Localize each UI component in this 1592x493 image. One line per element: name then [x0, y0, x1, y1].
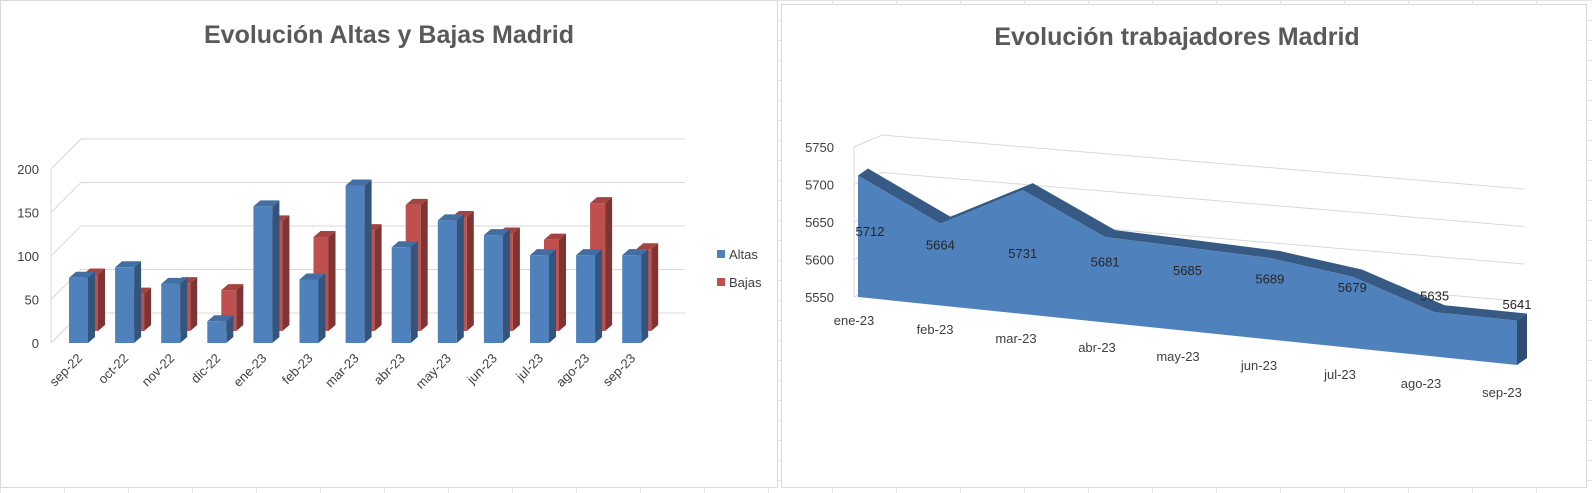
bar-altas — [437, 214, 464, 343]
x-tick-label: ago-23 — [553, 351, 592, 390]
bars — [69, 179, 659, 343]
y-tick-label: 150 — [17, 206, 39, 221]
x-tick-label: may-23 — [413, 351, 454, 392]
bar-altas — [69, 271, 95, 343]
trabajadores-chart-panel[interactable]: Evolución trabajadores Madrid 5550 5600 56… — [781, 4, 1587, 488]
altas-bajas-chart: Evolución Altas y Bajas Madrid 0 50 100 150… — [17, 21, 762, 392]
bar-altas — [622, 249, 649, 343]
x-tick-label: sep-22 — [46, 351, 85, 390]
legend-label-bajas: Bajas — [729, 275, 762, 290]
x-tick-label: may-23 — [1156, 349, 1199, 364]
data-label: 5689 — [1255, 272, 1284, 287]
bar-altas — [253, 200, 280, 343]
data-label: 5712 — [856, 224, 885, 239]
y-tick-label: 5700 — [805, 178, 834, 193]
data-label: 5664 — [926, 238, 955, 253]
gridline — [50, 182, 685, 213]
x-tick-label: mar-23 — [322, 351, 362, 391]
data-labels: 5712 5664 5731 5681 5685 5689 5679 5635 5641 — [856, 224, 1532, 312]
bar-altas — [115, 261, 142, 343]
x-tick-label: abr-23 — [371, 351, 408, 388]
bar-altas — [483, 229, 510, 343]
x-tick-label: dic-22 — [188, 351, 224, 387]
data-label: 5731 — [1008, 246, 1037, 261]
legend-swatch-altas — [717, 250, 725, 258]
chart-title: Evolución Altas y Bajas Madrid — [204, 21, 574, 49]
bar-altas — [207, 315, 234, 343]
x-tick-label: jun-23 — [1240, 358, 1277, 373]
x-axis-ticks: sep-22 oct-22 nov-22 dic-22 ene-23 feb-23 mar-… — [46, 351, 638, 392]
x-tick-label: ene-23 — [834, 313, 874, 328]
altas-bajas-chart-panel[interactable]: Evolución Altas y Bajas Madrid 0 50 100 150… — [0, 0, 778, 488]
data-label: 5681 — [1091, 255, 1120, 270]
area-top-surface — [858, 168, 1527, 321]
data-label: 5685 — [1173, 263, 1202, 278]
bar-altas — [345, 179, 372, 343]
bar-altas — [576, 249, 603, 343]
y-axis-ticks: 0 50 100 150 200 — [17, 162, 39, 351]
gridline — [50, 269, 685, 300]
gridline — [50, 138, 685, 170]
y-axis-ticks: 5550 5600 5650 5700 5750 — [805, 140, 834, 305]
y-tick-label: 100 — [17, 249, 39, 264]
x-tick-label: feb-23 — [917, 322, 954, 337]
area-right-side — [1517, 313, 1527, 365]
x-tick-label: jun-23 — [463, 351, 500, 388]
x-tick-label: ene-23 — [230, 351, 269, 390]
gridline — [853, 134, 1525, 190]
x-tick-label: ago-23 — [1401, 376, 1441, 391]
bar-altas — [391, 241, 418, 343]
x-tick-label: jul-23 — [512, 351, 546, 385]
data-label: 5635 — [1420, 289, 1449, 304]
y-tick-label: 0 — [32, 336, 39, 351]
bar-altas — [299, 273, 326, 343]
bar-altas — [161, 277, 188, 343]
data-label: 5679 — [1338, 280, 1367, 295]
x-tick-label: feb-23 — [279, 351, 316, 388]
x-tick-label: abr-23 — [1078, 340, 1116, 355]
x-tick-label: oct-22 — [95, 351, 131, 387]
area-front-face — [858, 175, 1517, 365]
area-series — [858, 168, 1527, 365]
x-tick-label: sep-23 — [600, 351, 639, 390]
y-tick-label: 200 — [17, 162, 39, 177]
y-tick-label: 5750 — [805, 140, 834, 155]
x-tick-label: nov-22 — [139, 351, 178, 390]
legend-swatch-bajas — [717, 278, 725, 286]
gridlines — [50, 138, 685, 344]
data-label: 5641 — [1503, 297, 1532, 312]
x-tick-label: jul-23 — [1323, 367, 1356, 382]
x-tick-label: mar-23 — [995, 331, 1036, 346]
legend: Altas Bajas — [717, 247, 762, 290]
y-tick-label: 5600 — [805, 253, 834, 268]
bar-altas — [530, 249, 556, 343]
chart-title: Evolución trabajadores Madrid — [994, 23, 1359, 51]
x-axis-ticks: ene-23 feb-23 mar-23 abr-23 may-23 jun-23 jul-… — [834, 313, 1522, 400]
x-tick-label: sep-23 — [1482, 385, 1522, 400]
y-tick-label: 50 — [25, 293, 39, 308]
gridline — [50, 225, 685, 257]
trabajadores-chart: Evolución trabajadores Madrid 5550 5600 56… — [805, 23, 1532, 400]
y-tick-label: 5650 — [805, 215, 834, 230]
y-tick-label: 5550 — [805, 290, 834, 305]
legend-label-altas: Altas — [729, 247, 758, 262]
